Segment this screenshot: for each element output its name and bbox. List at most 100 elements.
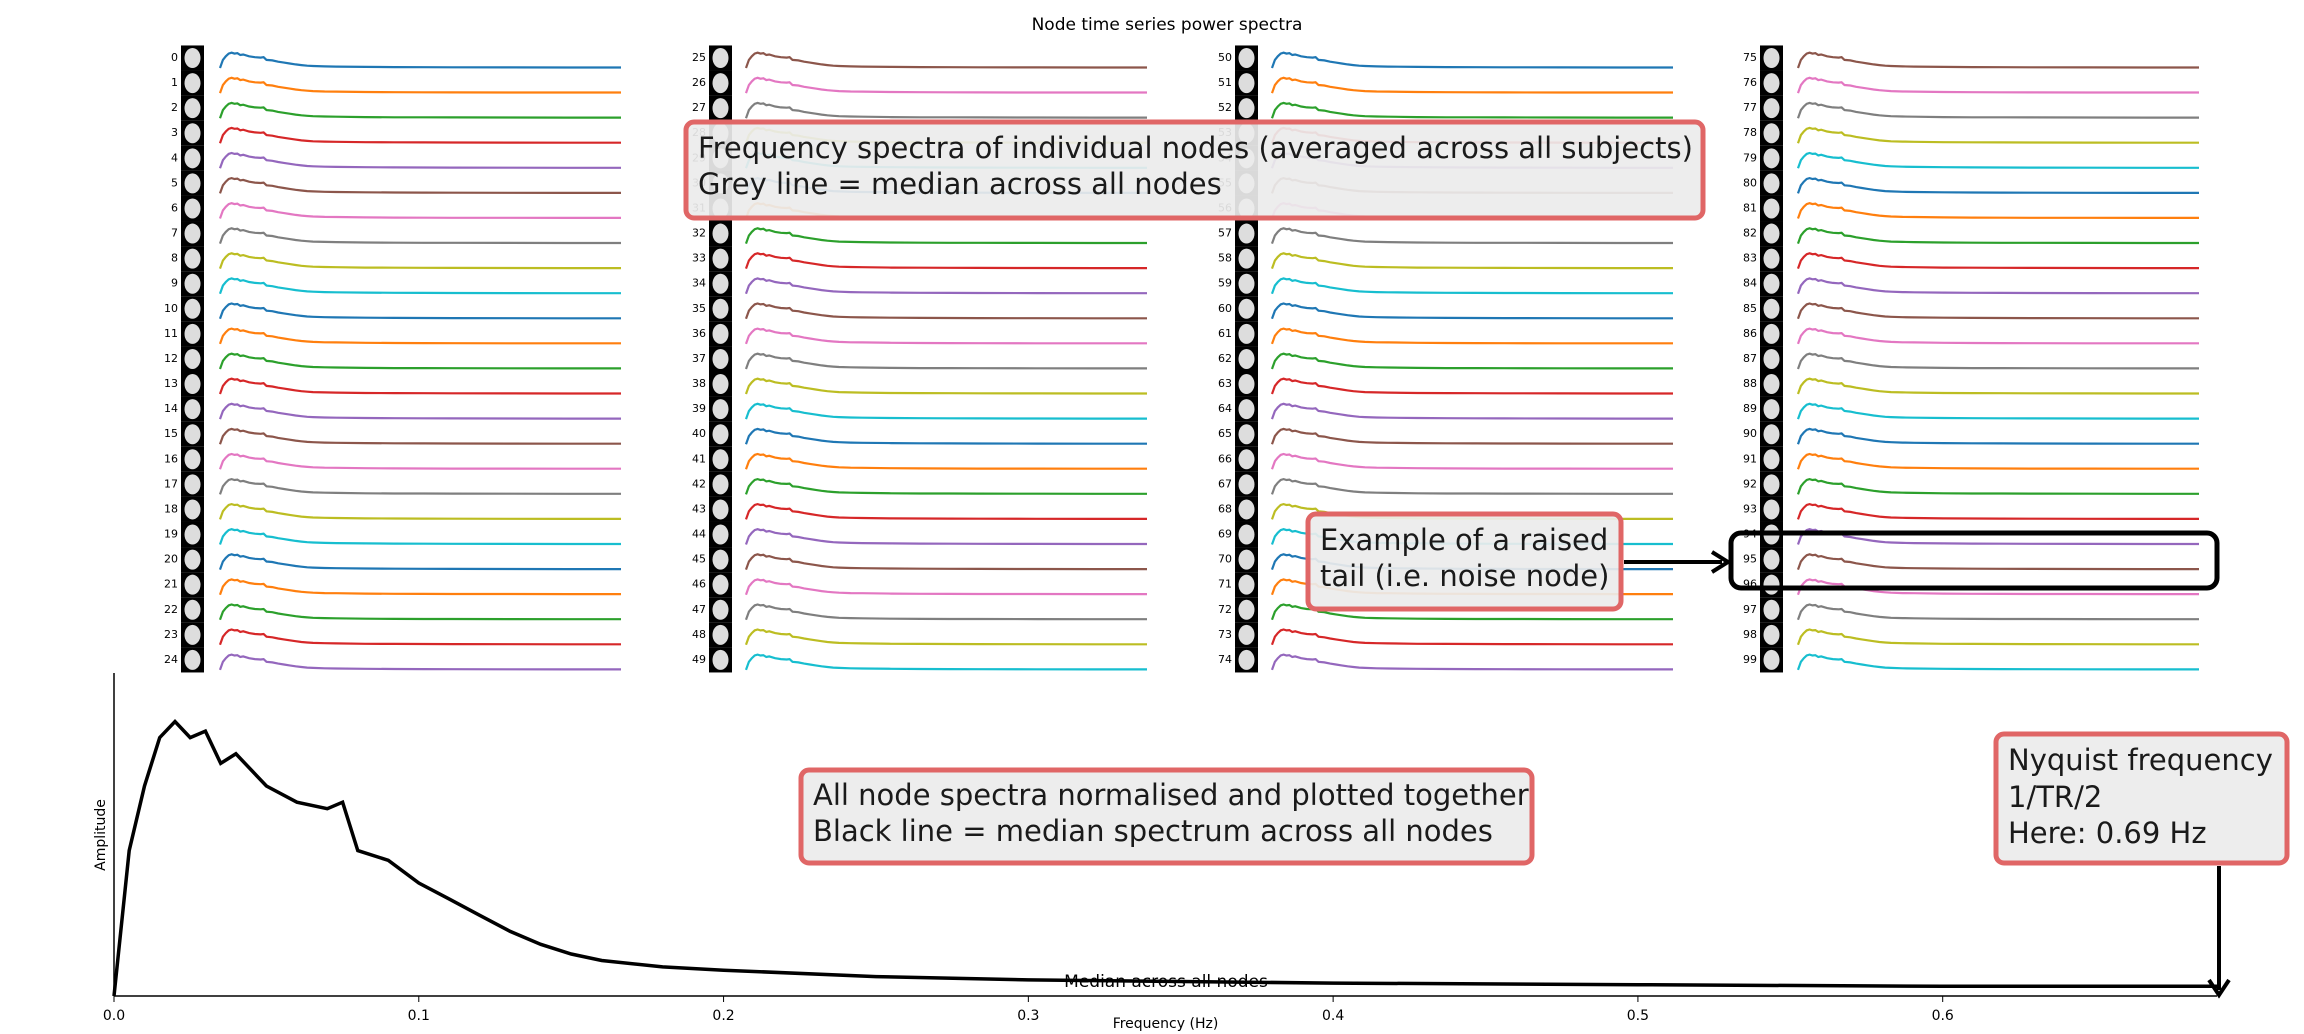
node-label: 74 — [1218, 653, 1232, 666]
node-spectrum — [1270, 302, 1673, 320]
node-spectrum — [1796, 126, 2199, 144]
node-spectrum — [1796, 502, 2199, 521]
node-label: 78 — [1743, 126, 1757, 139]
node-spectrum — [744, 528, 1147, 546]
node-label: 44 — [692, 528, 706, 541]
node-label: 41 — [692, 452, 706, 465]
node-spectrum — [218, 377, 621, 395]
node-spectrum — [1270, 603, 1673, 621]
node-label: 3 — [171, 126, 178, 139]
node-spectrum — [218, 452, 621, 470]
node-image-brain — [184, 474, 201, 495]
node-image-brain — [1238, 474, 1255, 495]
node-label: 20 — [164, 553, 178, 566]
node-spectrum — [218, 126, 621, 144]
node-label: 9 — [171, 277, 178, 290]
node-label: 17 — [164, 477, 178, 490]
node-spectrum — [218, 352, 621, 370]
x-tick-label: 0.4 — [1322, 1008, 1344, 1024]
annotation-text: 1/TR/2 — [2008, 780, 2102, 814]
x-tick-label: 0.5 — [1627, 1008, 1649, 1024]
node-label: 61 — [1218, 327, 1232, 340]
node-spectrum — [218, 653, 621, 671]
node-label: 68 — [1218, 502, 1232, 515]
node-label: 27 — [692, 101, 706, 114]
node-label: 14 — [164, 402, 178, 415]
node-image-brain — [184, 273, 201, 294]
node-label: 80 — [1743, 176, 1757, 189]
node-label: 92 — [1743, 477, 1757, 490]
annotation-box — [798, 767, 1535, 866]
annotation-text: All node spectra normalised and plotted … — [813, 778, 1529, 812]
y-axis-label: Amplitude — [93, 799, 109, 871]
node-label: 22 — [164, 603, 178, 616]
node-image-brain — [184, 574, 201, 595]
node-spectrum — [218, 502, 621, 521]
node-spectrum — [1270, 327, 1673, 345]
node-label: 85 — [1743, 302, 1757, 315]
node-spectrum — [1796, 528, 2199, 546]
series-line — [112, 718, 2217, 997]
node-image-brain — [712, 374, 729, 395]
node-spectrum — [1796, 101, 2199, 119]
highlight-box — [1728, 530, 2220, 591]
node-label: 73 — [1218, 628, 1232, 641]
node-image-brain — [184, 524, 201, 545]
node-spectrum — [744, 402, 1147, 420]
node-image-brain — [1238, 449, 1255, 470]
node-image-brain — [1238, 273, 1255, 294]
node-spectrum — [218, 477, 621, 495]
node-image-brain — [1238, 524, 1255, 545]
node-spectrum — [744, 628, 1147, 646]
node-label: 39 — [692, 402, 706, 415]
node-label: 1 — [171, 76, 178, 89]
node-spectrum — [1796, 427, 2199, 445]
node-image-brain — [184, 624, 201, 645]
node-image-brain — [184, 298, 201, 319]
node-label: 5 — [171, 176, 178, 189]
node-spectrum — [744, 327, 1147, 345]
node-label: 40 — [692, 427, 706, 440]
node-image-brain — [1238, 624, 1255, 645]
annotation-text: Grey line = median across all nodes — [698, 167, 1222, 201]
node-label: 47 — [692, 603, 706, 616]
node-image-brain — [1763, 449, 1780, 470]
x-tick-label: 0.3 — [1017, 1008, 1039, 1024]
node-spectrum — [218, 578, 621, 596]
node-label: 6 — [171, 201, 178, 214]
node-image-brain — [1763, 499, 1780, 520]
node-spectrum — [218, 227, 621, 245]
node-spectrum — [744, 76, 1147, 94]
node-label: 35 — [692, 302, 706, 315]
node-spectrum — [1796, 277, 2199, 295]
node-spectrum — [218, 302, 621, 320]
node-image-brain — [184, 399, 201, 420]
node-spectrum — [1270, 377, 1673, 395]
node-spectrum — [1270, 76, 1673, 94]
node-image-brain — [1763, 298, 1780, 319]
node-image-brain — [712, 649, 729, 670]
node-label: 62 — [1218, 352, 1232, 365]
node-label: 77 — [1743, 101, 1757, 114]
node-image-brain — [1763, 424, 1780, 445]
node-image-brain — [1763, 123, 1780, 144]
node-spectrum — [1796, 402, 2199, 420]
node-image-brain — [712, 248, 729, 269]
node-label: 71 — [1218, 578, 1232, 591]
annotation-text: Here: 0.69 Hz — [2008, 816, 2207, 850]
node-label: 51 — [1218, 76, 1232, 89]
node-label: 13 — [164, 377, 178, 390]
node-image-brain — [184, 549, 201, 570]
node-label: 90 — [1743, 427, 1757, 440]
node-label: 83 — [1743, 252, 1757, 265]
node-label: 49 — [692, 653, 706, 666]
node-image-brain — [184, 424, 201, 445]
node-spectrum — [218, 327, 621, 345]
node-image-brain — [712, 449, 729, 470]
node-spectrum — [1796, 252, 2199, 270]
node-label: 38 — [692, 377, 706, 390]
node-image-brain — [184, 98, 201, 119]
node-label: 7 — [171, 227, 178, 240]
node-label: 79 — [1743, 151, 1757, 164]
